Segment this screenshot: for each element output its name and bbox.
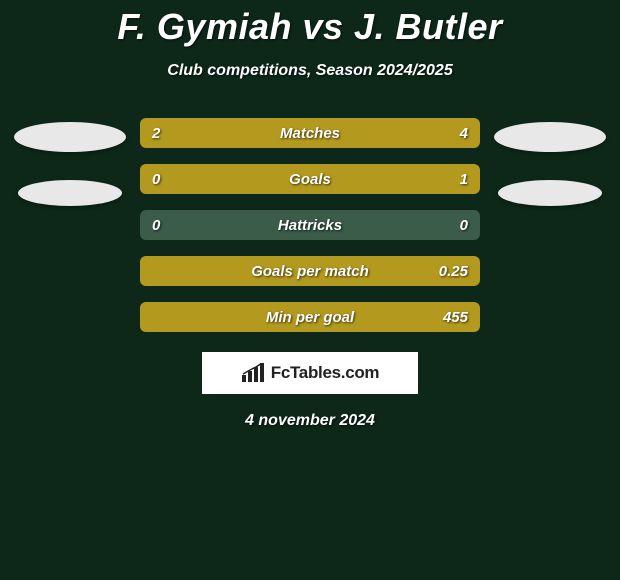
stat-label: Goals per match xyxy=(140,256,480,286)
stat-value-right: 455 xyxy=(443,302,468,332)
stat-row: Goals0 1 xyxy=(140,164,480,194)
logo-text: FcTables.com xyxy=(271,363,380,383)
logo-bars-icon xyxy=(241,363,267,383)
fctables-logo: FcTables.com xyxy=(202,352,418,394)
stat-value-right: 0.25 xyxy=(439,256,468,286)
player-oval-right-1 xyxy=(494,122,606,152)
left-player-col xyxy=(0,118,140,206)
stat-label: Hattricks xyxy=(140,210,480,240)
stat-row: Min per goal455 xyxy=(140,302,480,332)
player-oval-left-1 xyxy=(14,122,126,152)
stat-row: Matches2 4 xyxy=(140,118,480,148)
right-player-col xyxy=(480,118,620,206)
player-oval-right-2 xyxy=(498,180,602,206)
stat-label: Goals xyxy=(140,164,480,194)
subtitle: Club competitions, Season 2024/2025 xyxy=(167,62,452,80)
stat-value-left: 0 xyxy=(152,210,160,240)
stat-value-right: 1 xyxy=(460,164,468,194)
stat-value-right: 0 xyxy=(460,210,468,240)
date-text: 4 november 2024 xyxy=(245,412,375,430)
stats-bars: Matches24Goals01Hattricks00Goals per mat… xyxy=(140,118,480,332)
chart-area: Matches24Goals01Hattricks00Goals per mat… xyxy=(0,118,620,332)
stat-label: Min per goal xyxy=(140,302,480,332)
stat-value-left: 2 xyxy=(152,118,160,148)
comparison-infographic: F. Gymiah vs J. Butler Club competitions… xyxy=(0,0,620,430)
stat-value-left: 0 xyxy=(152,164,160,194)
stat-row: Hattricks0 0 xyxy=(140,210,480,240)
stat-row: Goals per match0.25 xyxy=(140,256,480,286)
page-title: F. Gymiah vs J. Butler xyxy=(117,6,502,48)
stat-label: Matches xyxy=(140,118,480,148)
stat-value-right: 4 xyxy=(460,118,468,148)
player-oval-left-2 xyxy=(18,180,122,206)
